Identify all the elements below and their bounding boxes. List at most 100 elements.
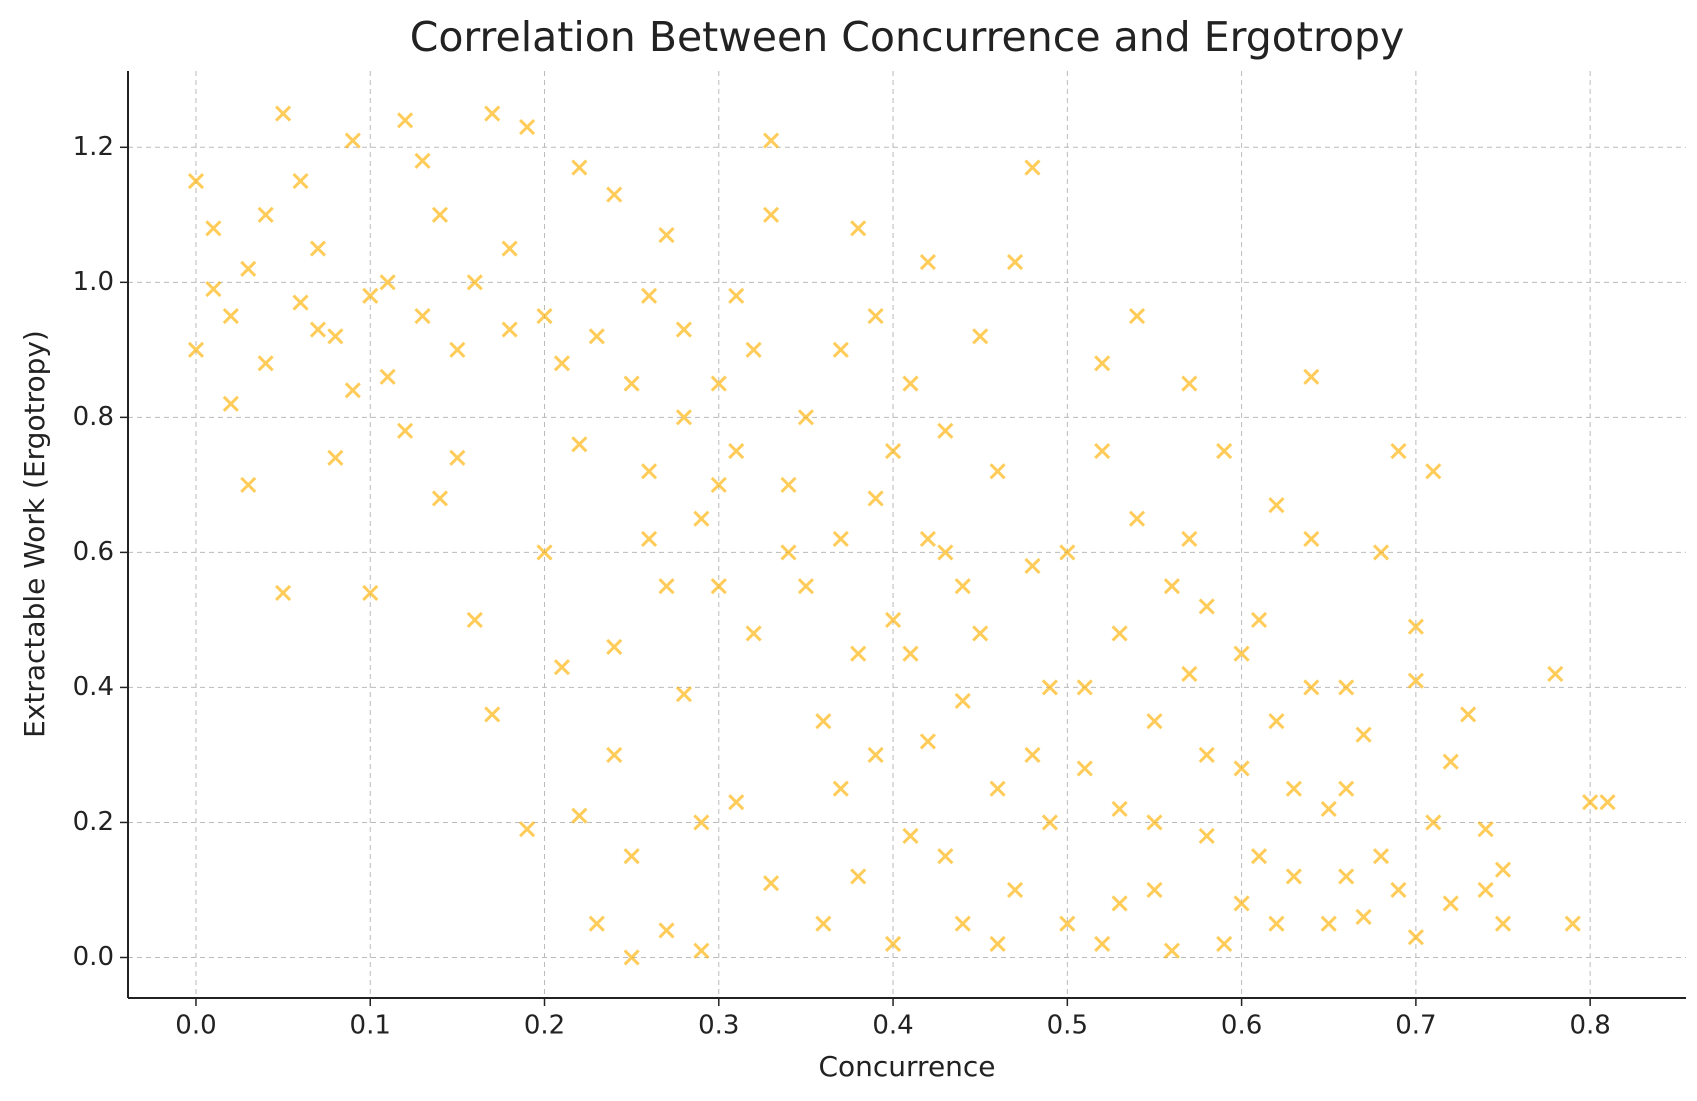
point — [763, 206, 780, 223]
point — [187, 341, 205, 358]
point — [1076, 760, 1093, 777]
point — [745, 625, 762, 642]
point — [466, 611, 483, 628]
point — [1250, 611, 1268, 628]
point — [588, 328, 605, 345]
point — [553, 355, 571, 372]
point — [902, 827, 919, 845]
point — [658, 227, 675, 244]
point — [1111, 625, 1128, 642]
point — [1006, 254, 1024, 271]
point — [588, 915, 605, 932]
point — [1285, 868, 1302, 885]
point — [1216, 443, 1233, 460]
y-tick-label: 0.0 — [73, 942, 114, 972]
point — [1303, 530, 1320, 547]
point — [815, 915, 832, 932]
point — [1372, 544, 1390, 561]
x-axis-label: Concurrence — [818, 1050, 995, 1083]
point — [815, 713, 832, 730]
point — [484, 706, 501, 723]
point — [763, 875, 780, 892]
point — [449, 341, 466, 358]
point — [205, 220, 222, 237]
point — [780, 476, 797, 493]
point — [1494, 915, 1512, 932]
point — [327, 449, 344, 466]
point — [344, 132, 361, 149]
point — [1285, 780, 1302, 797]
point — [728, 794, 745, 811]
point — [275, 584, 292, 601]
point — [1024, 746, 1041, 764]
point — [519, 821, 536, 838]
point — [1407, 618, 1424, 635]
x-tick-label: 0.1 — [350, 1011, 391, 1041]
point — [1407, 672, 1424, 689]
point — [1494, 861, 1512, 878]
point — [222, 395, 239, 412]
point — [780, 544, 797, 561]
point — [309, 240, 327, 257]
point — [884, 443, 902, 460]
point — [1582, 794, 1599, 811]
point — [1146, 814, 1163, 831]
y-tick-label: 0.6 — [73, 537, 114, 567]
point — [414, 152, 431, 169]
point — [1425, 814, 1442, 831]
y-axis-label: Extractable Work (Ergotropy) — [18, 330, 51, 738]
point — [1355, 908, 1372, 926]
point — [1268, 915, 1285, 932]
point — [571, 159, 588, 176]
point — [675, 686, 692, 703]
point — [240, 260, 257, 277]
point — [1041, 814, 1058, 831]
point — [623, 848, 640, 865]
point — [850, 868, 867, 885]
point — [1111, 800, 1128, 818]
point — [763, 132, 780, 149]
point — [257, 355, 274, 372]
point — [1076, 679, 1093, 696]
point — [1599, 794, 1616, 811]
x-tick-label: 0.8 — [1569, 1011, 1610, 1041]
y-tick-label: 0.4 — [73, 672, 114, 702]
point — [884, 611, 902, 628]
point — [693, 942, 710, 959]
point — [1181, 375, 1198, 392]
point — [1198, 746, 1215, 764]
point — [710, 476, 727, 493]
point — [292, 294, 309, 311]
chart-title: Correlation Between Concurrence and Ergo… — [410, 13, 1405, 61]
point — [205, 281, 222, 298]
point — [501, 240, 518, 257]
point — [1163, 942, 1180, 959]
point — [1338, 780, 1355, 797]
point — [275, 105, 292, 122]
point — [1041, 679, 1058, 696]
point — [902, 375, 919, 392]
point — [832, 780, 849, 797]
point — [850, 645, 867, 662]
point — [867, 746, 884, 764]
point — [362, 287, 379, 304]
point — [989, 780, 1006, 797]
point — [658, 578, 675, 595]
point — [693, 510, 710, 527]
point — [1233, 760, 1250, 777]
point — [1547, 665, 1564, 682]
point — [1146, 713, 1163, 730]
point — [1111, 895, 1128, 912]
point — [519, 118, 536, 136]
point — [397, 422, 414, 439]
point — [1372, 848, 1390, 865]
point — [1477, 881, 1494, 899]
point — [884, 935, 902, 953]
point — [919, 733, 936, 750]
point — [1181, 530, 1198, 547]
point — [675, 409, 692, 426]
point — [1564, 915, 1581, 932]
point — [1163, 578, 1180, 595]
point — [1146, 881, 1163, 899]
